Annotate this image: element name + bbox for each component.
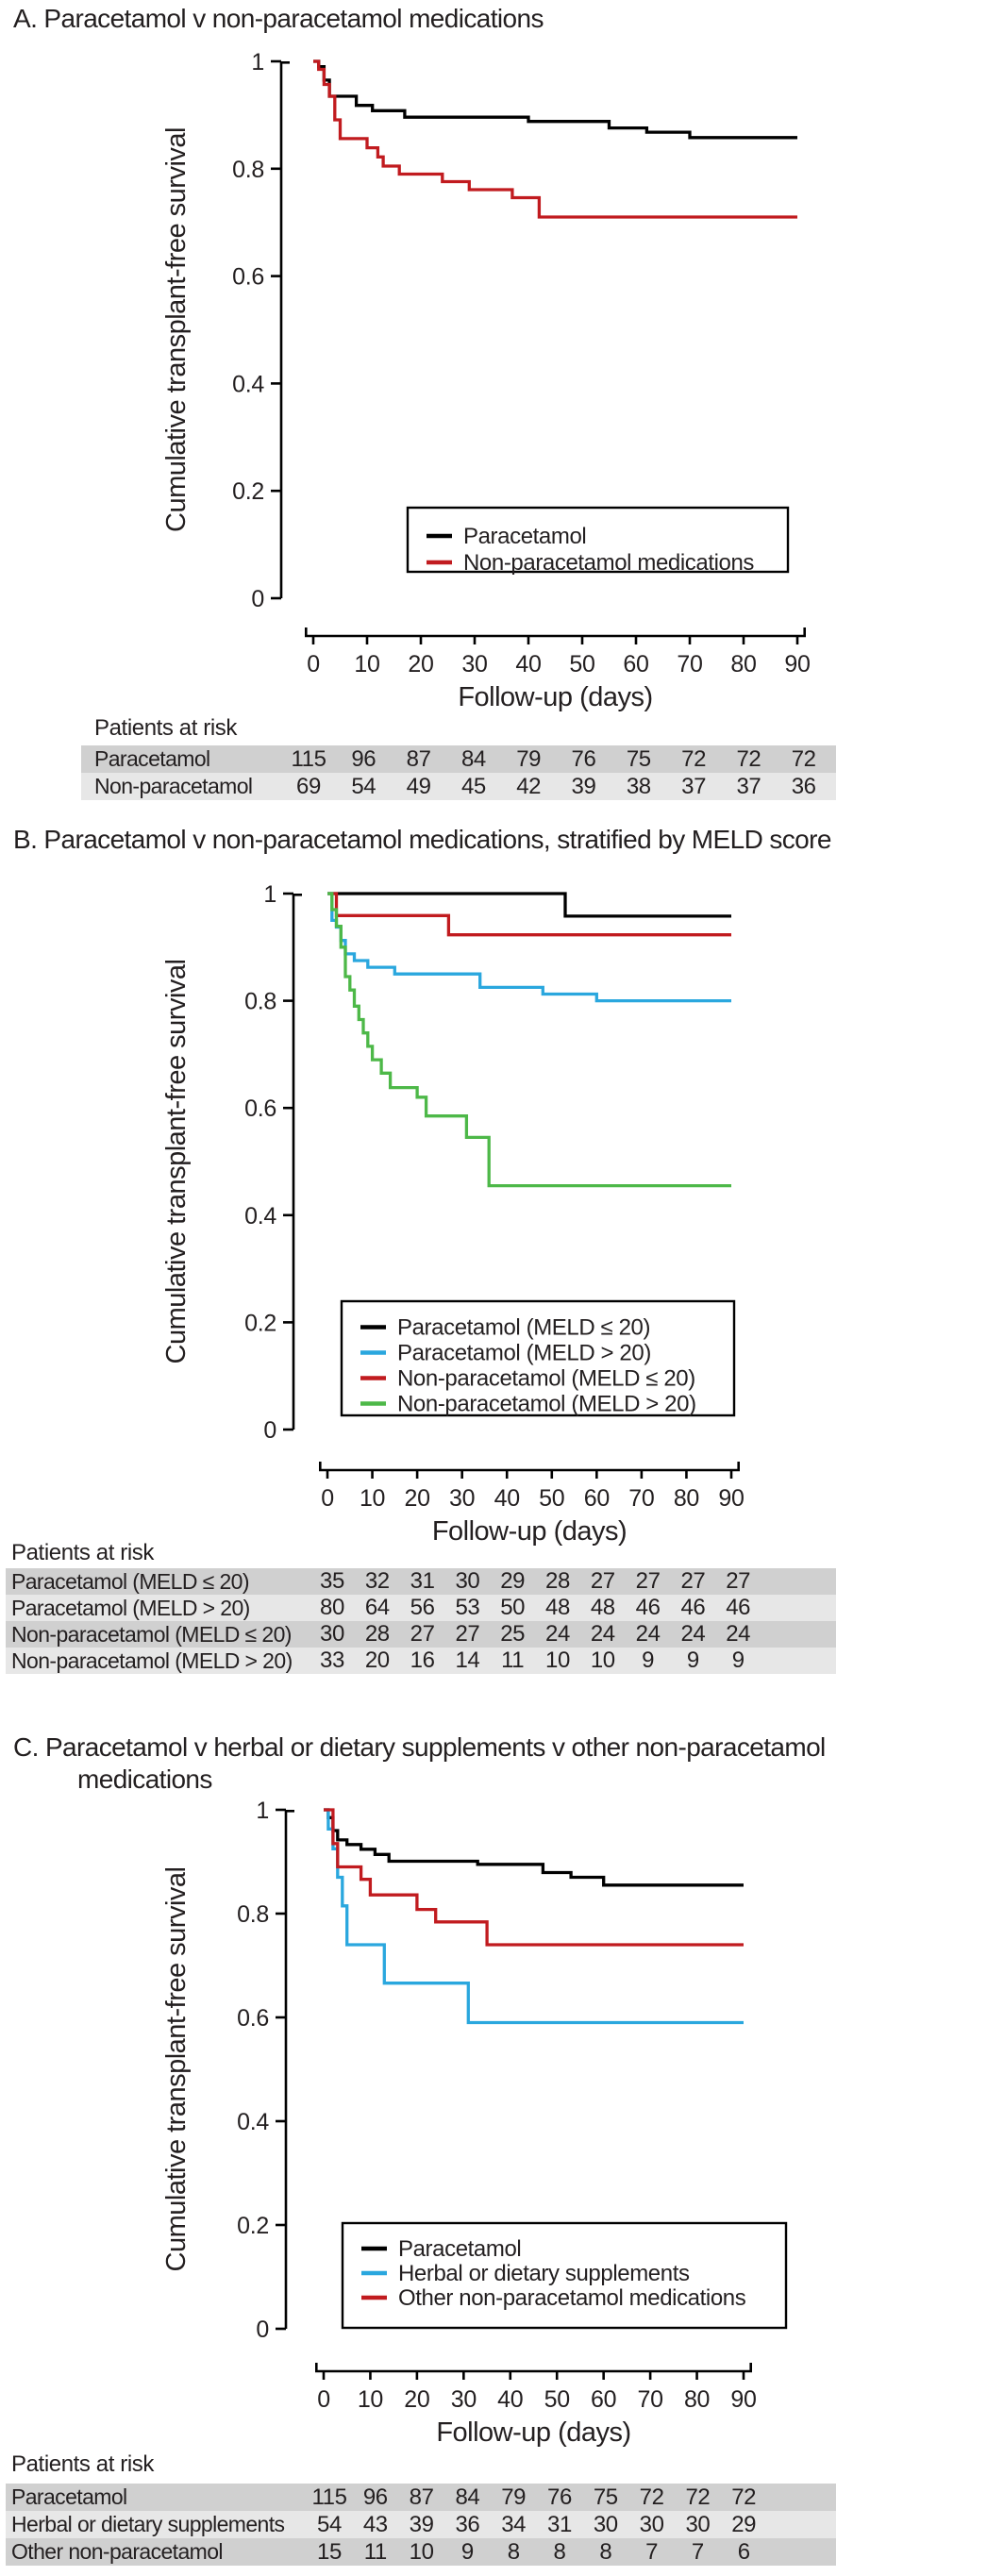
y-tick-label: 0 xyxy=(251,586,264,612)
x-tick-label: 10 xyxy=(360,1485,385,1512)
paracetamol-curve xyxy=(324,1808,744,1887)
x-tick-label: 30 xyxy=(451,2386,477,2413)
x-tick-label: 0 xyxy=(321,1485,334,1512)
legend-label: Non-paracetamol medications xyxy=(463,550,754,576)
paracetamol-curve xyxy=(313,59,797,140)
y-tick-label: 0.4 xyxy=(244,1203,276,1229)
legend-label: Paracetamol xyxy=(398,2236,521,2262)
legend: Paracetamol (MELD ≤ 20)Paracetamol (MELD… xyxy=(340,1299,736,1417)
panel-c-title-line2: medications xyxy=(77,1765,212,1794)
non-paracetamol-meld-20-curve xyxy=(327,892,731,1188)
x-tick-label: 20 xyxy=(408,651,433,677)
x-tick-label: 50 xyxy=(539,1485,564,1512)
x-tick-label: 60 xyxy=(591,2386,616,2413)
y-tick-label: 0.4 xyxy=(237,2109,269,2135)
x-axis-title: Follow-up (days) xyxy=(436,2417,630,2448)
y-tick-label: 0.2 xyxy=(237,2213,269,2239)
x-tick-label: 50 xyxy=(569,651,594,677)
panel-a-chart: 1 0.8 0.6 0.4 0.2 0 Cumulative transplant-free… xyxy=(161,49,811,712)
y-tick-label: 0.2 xyxy=(244,1310,276,1336)
y-tick-label: 1 xyxy=(251,49,264,75)
x-tick-label: 30 xyxy=(461,651,487,677)
y-tick-label: 0.2 xyxy=(232,478,264,505)
legend-label: Non-paracetamol (MELD > 20) xyxy=(397,1392,696,1417)
x-tick-label: 30 xyxy=(449,1485,475,1512)
x-tick-label: 60 xyxy=(623,651,648,677)
x-tick-label: 70 xyxy=(628,1485,654,1512)
y-tick-label: 0.8 xyxy=(244,989,276,1015)
y-tick-label: 1 xyxy=(263,881,276,908)
legend-label: Paracetamol (MELD > 20) xyxy=(397,1341,651,1366)
legend-label: Other non-paracetamol medications xyxy=(398,2285,746,2311)
y-tick-label: 0.8 xyxy=(232,157,264,183)
x-tick-label: 0 xyxy=(307,651,320,677)
panel-b-chart: 1 0.8 0.6 0.4 0.2 0 Cumulative transplant-free… xyxy=(161,881,745,1547)
y-axis-title: Cumulative transplant-free survival xyxy=(161,960,192,1364)
x-tick-label: 20 xyxy=(404,2386,429,2413)
non-paracetamol-medications-curve xyxy=(313,59,797,219)
non-paracetamol-meld-20-curve xyxy=(327,892,731,937)
panel-a-title: A. Paracetamol v non-paracetamol medicat… xyxy=(13,4,544,33)
y-axis-title: Cumulative transplant-free survival xyxy=(161,1867,192,2272)
y-tick-label: 0 xyxy=(256,2317,269,2343)
x-tick-label: 40 xyxy=(515,651,541,677)
legend-box xyxy=(341,2221,788,2330)
legend-label: Paracetamol xyxy=(463,524,586,549)
x-tick-label: 40 xyxy=(494,1485,520,1512)
y-tick-label: 0 xyxy=(263,1417,276,1444)
legend-box xyxy=(406,506,790,574)
herbal-or-dietary-supplements-curve xyxy=(324,1808,744,2025)
other-non-paracetamol-medications-curve xyxy=(324,1808,744,1947)
x-axis-title: Follow-up (days) xyxy=(458,682,652,712)
paracetamol-meld-20-curve xyxy=(327,892,731,1003)
legend-label: Paracetamol (MELD ≤ 20) xyxy=(397,1315,650,1341)
x-tick-label: 40 xyxy=(497,2386,523,2413)
x-tick-label: 50 xyxy=(544,2386,570,2413)
y-tick-label: 0.4 xyxy=(232,371,264,397)
x-axis-title: Follow-up (days) xyxy=(432,1516,627,1547)
panel-c-chart: 1 0.8 0.6 0.4 0.2 0 Cumulative transplant-free… xyxy=(161,1798,788,2448)
y-tick-label: 1 xyxy=(256,1798,269,1824)
x-tick-label: 70 xyxy=(677,651,702,677)
y-tick-label: 0.6 xyxy=(237,2005,269,2032)
panel-c-title-line1: C. Paracetamol v herbal or dietary suppl… xyxy=(13,1732,826,1762)
y-tick-label: 0.8 xyxy=(237,1901,269,1928)
y-tick-label: 0.6 xyxy=(244,1096,276,1122)
x-tick-label: 80 xyxy=(684,2386,710,2413)
x-tick-label: 60 xyxy=(584,1485,610,1512)
x-tick-label: 90 xyxy=(718,1485,744,1512)
legend-box xyxy=(340,1299,736,1417)
x-tick-label: 10 xyxy=(354,651,379,677)
y-tick-label: 0.6 xyxy=(232,264,264,291)
x-tick-label: 0 xyxy=(317,2386,330,2413)
paracetamol-meld-20-curve xyxy=(327,892,731,918)
legend-label: Non-paracetamol (MELD ≤ 20) xyxy=(397,1366,695,1392)
panel-b-title: B. Paracetamol v non-paracetamol medicat… xyxy=(13,825,831,854)
x-tick-label: 20 xyxy=(405,1485,430,1512)
legend-label: Herbal or dietary supplements xyxy=(398,2261,690,2286)
x-tick-label: 80 xyxy=(730,651,756,677)
x-tick-label: 70 xyxy=(638,2386,663,2413)
x-tick-label: 90 xyxy=(730,2386,756,2413)
y-axis-title: Cumulative transplant-free survival xyxy=(161,127,192,532)
x-tick-label: 10 xyxy=(358,2386,383,2413)
x-tick-label: 80 xyxy=(674,1485,699,1512)
x-tick-label: 90 xyxy=(784,651,810,677)
